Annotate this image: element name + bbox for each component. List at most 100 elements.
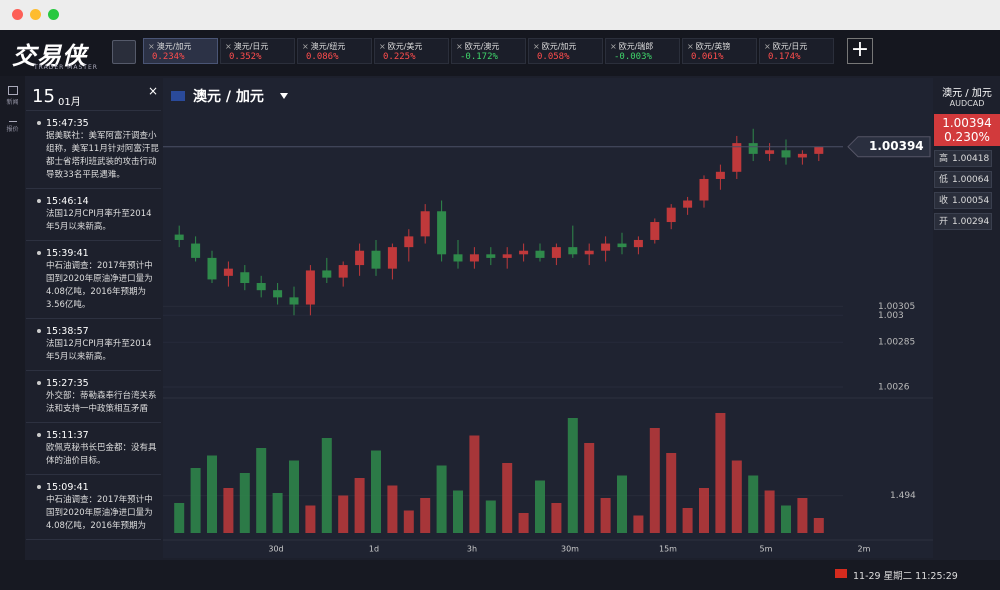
news-text: 中石油调查：2017年预计中国到2020年原油净进口量为4.08亿吨，2016年…	[46, 261, 153, 310]
tab[interactable]: × 欧元/美元 0.225%	[374, 38, 449, 64]
tab[interactable]: × 澳元/纽元 0.086%	[297, 38, 372, 64]
volume-bar	[338, 495, 349, 533]
candle-body	[453, 254, 463, 262]
period-button[interactable]: 15m	[659, 545, 677, 554]
volume-bar	[223, 488, 234, 533]
tab-row: × 欧元/澳元	[456, 41, 521, 52]
news-text: 法国12月CPI月率升至2014年5月以来新高。	[46, 209, 152, 232]
side-label: 新闻	[6, 99, 19, 106]
volume-bar	[502, 463, 513, 533]
flag	[835, 569, 847, 578]
sidebar: 新闻 报价	[0, 76, 25, 560]
layout-button[interactable]	[112, 40, 136, 64]
volume-bar	[649, 428, 660, 533]
side-label: 报价	[6, 126, 19, 133]
volume-bar	[420, 498, 431, 533]
candle-body	[633, 239, 643, 248]
candle-body	[502, 254, 512, 258]
side-quote[interactable]: 报价	[0, 114, 25, 133]
news-item: 15:47:35 据美联社：美军阿富汗调查小组称，美军11月针对阿富汗昆都士省塔利…	[26, 111, 161, 189]
volume-bar	[731, 460, 742, 533]
candle-body	[551, 247, 561, 258]
tab-close: ×	[533, 42, 540, 51]
news-text: 外交部：蒂勒森奉行台湾关系法和支持一中政策相互矛盾	[46, 391, 157, 414]
stats: 高 1.00418 低 1.00064 收 1.00054 开 1.00294	[934, 150, 1000, 230]
volume-bar	[453, 490, 463, 533]
volume-bar	[781, 505, 791, 533]
stat: 低 1.00064	[934, 171, 992, 188]
quote-panel: 澳元 / 加元 AUDCAD 1.00394 0.230% 高 1.00418 低 1…	[934, 78, 1000, 560]
min-dot[interactable]	[30, 9, 41, 20]
tab[interactable]: × 欧元/澳元 -0.172%	[451, 38, 526, 64]
logo-sub: TRADER MASTER	[34, 64, 98, 71]
news-text: 据美联社：美军阿富汗调查小组称，美军11月针对阿富汗昆都士省塔利班武装的攻击行动…	[46, 131, 159, 180]
y-tick-label: 1.003	[878, 311, 904, 321]
candle-body	[797, 153, 807, 158]
volume-bar	[387, 485, 398, 533]
volume-bar	[207, 455, 217, 533]
candle-body	[699, 178, 709, 201]
news-time: 15:46:14	[46, 196, 89, 207]
tab-name: 欧元/瑞郎	[618, 42, 654, 51]
volume-bar	[797, 498, 808, 533]
period-button[interactable]: 3h	[467, 545, 477, 554]
period-button[interactable]: 30d	[268, 545, 283, 554]
volume-bar	[535, 480, 545, 533]
stat-value: 1.00418	[952, 154, 990, 164]
tab[interactable]: × 欧元/英镑 0.061%	[682, 38, 757, 64]
tab-close: ×	[687, 42, 694, 51]
chart-title: 澳元 / 加元	[193, 88, 264, 105]
tab-close: ×	[379, 42, 386, 51]
candle-body	[273, 290, 283, 298]
tab-close: ×	[764, 42, 771, 51]
volume-bar	[256, 448, 267, 533]
volume-bar	[354, 478, 365, 533]
add-tab[interactable]: +	[847, 38, 873, 64]
volume-bar	[289, 460, 299, 533]
news-close[interactable]: ×	[148, 84, 159, 98]
volume-bar	[551, 503, 562, 533]
stat: 收 1.00054	[934, 192, 992, 209]
candle-body	[240, 272, 250, 284]
close-dot[interactable]	[12, 9, 23, 20]
news-time: 15:09:41	[46, 482, 89, 493]
candle-body	[765, 150, 775, 154]
period-button[interactable]: 2m	[858, 545, 871, 554]
tab-row: × 欧元/瑞郎	[610, 41, 675, 52]
volume-bar	[485, 500, 496, 533]
volume-bar	[600, 498, 611, 533]
period-button[interactable]: 5m	[760, 545, 773, 554]
tab-row: × 欧元/英镑	[687, 41, 752, 52]
news-item: 15:46:14 法国12月CPI月率升至2014年5月以来新高。	[26, 189, 161, 241]
candle-body	[174, 234, 184, 240]
tab-name: 欧元/美元	[387, 42, 423, 51]
tab[interactable]: × 澳元/日元 0.352%	[220, 38, 295, 64]
tab-name: 欧元/日元	[772, 42, 808, 51]
tab-row: × 欧元/加元	[533, 41, 598, 52]
period-button[interactable]: 30m	[561, 545, 579, 554]
news-text: 法国12月CPI月率升至2014年5月以来新高。	[46, 339, 152, 362]
candle-body	[338, 265, 348, 278]
volume-bar	[469, 435, 480, 533]
news-list: 15:47:35 据美联社：美军阿富汗调查小组称，美军11月针对阿富汗昆都士省塔利…	[26, 111, 161, 540]
tab[interactable]: × 欧元/加元 0.058%	[528, 38, 603, 64]
volume-bar	[567, 418, 578, 533]
tab[interactable]: × 欧元/日元 0.174%	[759, 38, 834, 64]
candle-body	[732, 143, 742, 172]
volume-bar	[715, 413, 726, 533]
period-button[interactable]: 1d	[369, 545, 379, 554]
tab[interactable]: × 欧元/瑞郎 -0.003%	[605, 38, 680, 64]
tab[interactable]: × 澳元/加元 0.234%	[143, 38, 218, 64]
tab-change: 0.061%	[691, 52, 724, 62]
side-news[interactable]: 新闻	[0, 86, 25, 106]
candle-body	[191, 243, 201, 258]
candle-body	[371, 250, 381, 269]
y-tick-label: 1.0026	[878, 383, 910, 393]
max-dot[interactable]	[48, 9, 59, 20]
candle-body	[305, 270, 315, 305]
tab-name: 澳元/加元	[156, 42, 192, 51]
tab-change: 0.086%	[306, 52, 339, 62]
y-tick-label: 1.00285	[878, 338, 915, 348]
dropdown[interactable]	[280, 93, 288, 99]
